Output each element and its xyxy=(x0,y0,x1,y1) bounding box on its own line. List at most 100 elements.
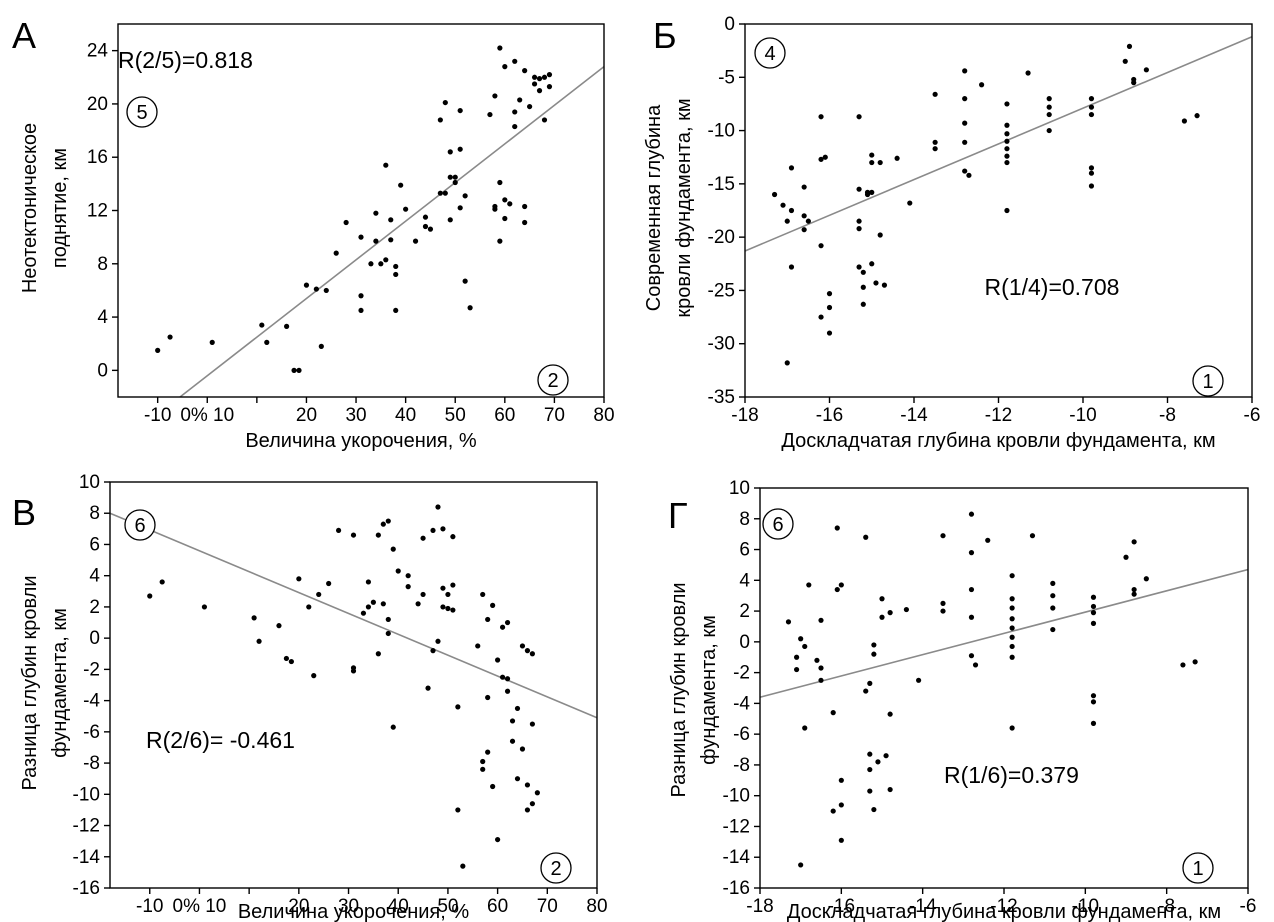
data-point xyxy=(209,339,215,345)
data-point xyxy=(932,146,938,152)
x-parameter-marker-ring xyxy=(1192,365,1224,397)
data-point xyxy=(393,271,399,278)
data-point xyxy=(887,610,893,616)
data-point xyxy=(826,291,833,297)
data-point xyxy=(1131,586,1137,593)
y-tick-label: -15 xyxy=(708,174,735,195)
data-point xyxy=(358,307,364,314)
data-point xyxy=(388,237,394,243)
data-point xyxy=(430,648,436,654)
data-point xyxy=(422,214,429,220)
data-point xyxy=(316,591,322,598)
data-point xyxy=(462,278,468,284)
data-point xyxy=(259,322,265,328)
data-point xyxy=(1004,131,1010,137)
data-point xyxy=(517,97,523,103)
data-point xyxy=(457,107,463,114)
data-point xyxy=(514,705,521,712)
y-tick-label: -14 xyxy=(723,847,751,868)
data-point xyxy=(380,601,386,607)
data-point xyxy=(313,286,319,292)
y-tick-label: -30 xyxy=(708,334,735,355)
data-point xyxy=(877,232,883,238)
data-point xyxy=(440,604,446,610)
data-point xyxy=(1009,654,1015,660)
data-point xyxy=(475,643,481,649)
data-point xyxy=(323,287,329,294)
y-tick-label: -20 xyxy=(708,227,735,248)
data-point xyxy=(373,210,379,216)
trend-line xyxy=(179,65,604,397)
x-parameter-marker-label: 1 xyxy=(1202,371,1213,393)
plot-frame xyxy=(117,23,605,398)
panel-letter: Б xyxy=(653,15,677,56)
data-point xyxy=(962,139,968,145)
x-tick-label: -8 xyxy=(1158,896,1175,917)
data-point xyxy=(1180,662,1186,668)
data-point xyxy=(514,776,521,782)
x-tick-label: -12 xyxy=(990,896,1017,917)
data-point xyxy=(497,179,503,186)
data-point xyxy=(1194,113,1200,119)
data-point xyxy=(306,604,312,610)
data-point xyxy=(390,546,396,552)
data-point xyxy=(968,586,975,593)
data-point xyxy=(940,600,946,606)
data-point xyxy=(1004,146,1010,152)
data-point xyxy=(522,68,528,74)
data-point xyxy=(881,282,888,288)
x-tick-label: 0% 10 xyxy=(173,896,227,917)
y-tick-label: 0 xyxy=(97,360,108,381)
x-tick-label: -10 xyxy=(1072,896,1099,917)
data-point xyxy=(370,599,376,605)
x-parameter-marker: 2 xyxy=(537,364,569,396)
data-point xyxy=(524,807,531,813)
y-tick-label: -10 xyxy=(708,121,735,142)
data-point xyxy=(1004,101,1010,107)
data-point xyxy=(499,624,506,630)
data-point xyxy=(801,184,807,190)
data-point xyxy=(264,339,270,345)
data-point xyxy=(784,360,790,366)
data-point xyxy=(1004,159,1010,166)
data-point xyxy=(390,724,396,730)
x-tick-label: 20 xyxy=(296,405,317,426)
data-point xyxy=(985,537,991,543)
data-point xyxy=(383,257,389,263)
data-point xyxy=(838,802,844,808)
y-parameter-marker-label: 4 xyxy=(764,43,775,65)
data-point xyxy=(1181,118,1187,124)
panel-letter: В xyxy=(12,492,36,533)
correlation-annotation: R(2/6)= -0.461 xyxy=(146,727,295,753)
data-point xyxy=(887,711,893,717)
data-point xyxy=(1088,96,1095,102)
y-tick-label: -5 xyxy=(718,67,735,88)
y-tick-label: 16 xyxy=(87,147,108,168)
data-point xyxy=(147,593,153,599)
data-point xyxy=(788,264,795,270)
data-point xyxy=(167,334,173,340)
data-point xyxy=(867,680,873,686)
data-point xyxy=(1046,127,1052,134)
y-parameter-marker-ring xyxy=(126,96,158,128)
data-point xyxy=(492,206,498,212)
data-point xyxy=(385,630,391,637)
data-point xyxy=(497,45,503,51)
y-tick-label: -4 xyxy=(83,691,100,712)
data-point xyxy=(393,263,399,270)
data-point xyxy=(447,217,453,223)
data-point xyxy=(1004,138,1010,144)
data-point xyxy=(512,109,518,115)
data-point xyxy=(450,534,456,540)
y-tick-label: -14 xyxy=(73,847,101,868)
data-point xyxy=(485,749,491,755)
x-tick-label: -8 xyxy=(1159,405,1176,426)
data-point xyxy=(818,617,824,623)
data-point xyxy=(284,323,290,329)
data-point xyxy=(445,591,451,598)
data-point xyxy=(1131,80,1137,86)
data-point xyxy=(771,191,778,198)
data-point xyxy=(1192,659,1198,665)
data-point xyxy=(380,521,386,527)
x-parameter-marker-ring xyxy=(537,364,569,396)
